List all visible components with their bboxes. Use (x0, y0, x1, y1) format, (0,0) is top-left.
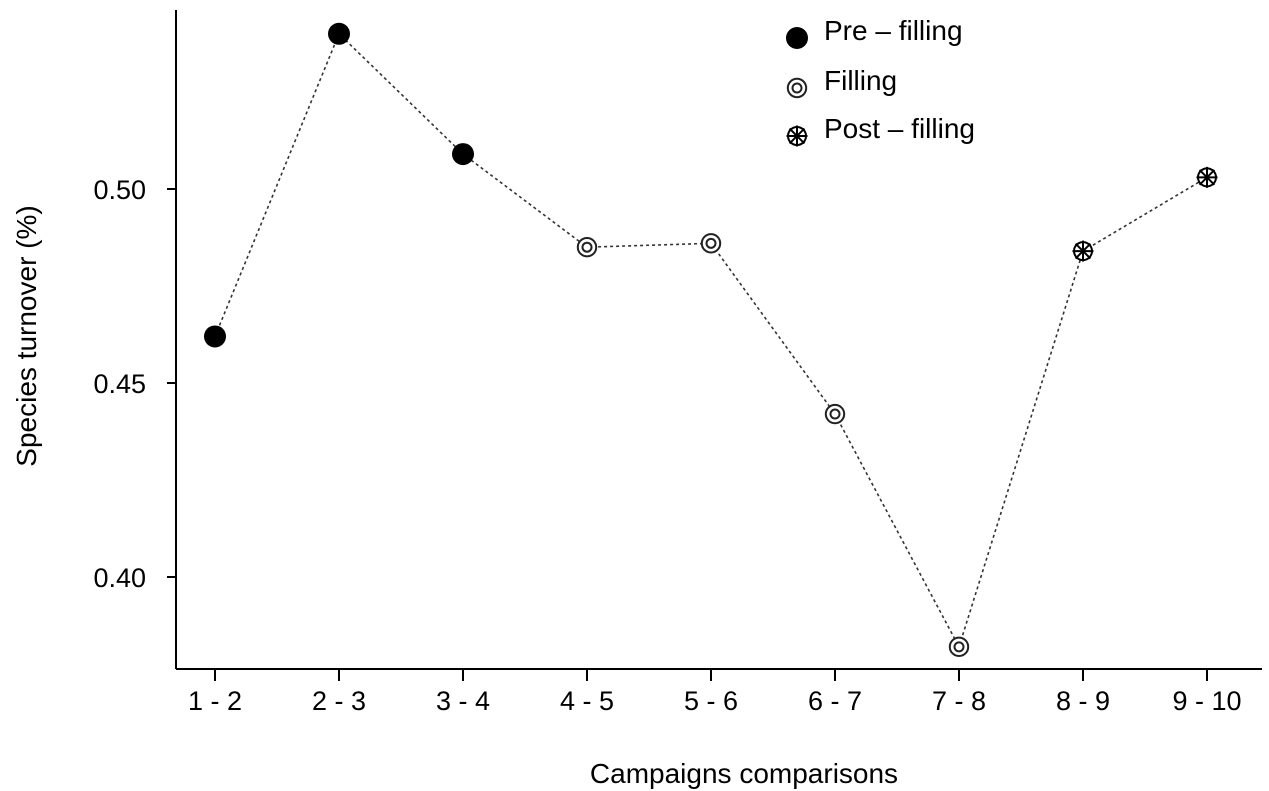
data-point-filling (700, 233, 722, 254)
y-tick-label: 0.45 (93, 369, 146, 399)
data-point-filling (824, 403, 846, 425)
legend: Pre – filling Filling Post – filling (786, 15, 975, 147)
x-tick-label: 7 - 8 (932, 686, 986, 716)
legend-label-post: Post – filling (824, 113, 975, 144)
y-tick-label: 0.50 (93, 175, 146, 205)
data-point-pre (452, 143, 474, 166)
data-point-pre (204, 325, 226, 348)
data-point-post (1072, 240, 1094, 262)
data-point-post (1196, 166, 1218, 188)
legend-label-filling: Filling (824, 65, 897, 96)
x-tick-label: 1 - 2 (188, 686, 242, 716)
x-tick-label: 3 - 4 (436, 686, 490, 716)
x-tick-label: 5 - 6 (684, 686, 738, 716)
x-tick-label: 4 - 5 (560, 686, 614, 716)
legend-marker-pre (786, 27, 808, 49)
y-axis-label: Species turnover (%) (11, 205, 42, 466)
y-ticks: 0.40 0.45 0.50 (93, 175, 176, 593)
x-tick-label: 9 - 10 (1172, 686, 1241, 716)
data-point-filling (948, 636, 970, 658)
legend-marker-filling (786, 77, 808, 99)
legend-marker-post (786, 125, 808, 147)
x-tick-label: 8 - 9 (1056, 686, 1110, 716)
x-tick-label: 2 - 3 (312, 686, 366, 716)
legend-label-pre: Pre – filling (824, 15, 963, 46)
y-tick-label: 0.40 (93, 563, 146, 593)
x-axis-label: Campaigns comparisons (590, 758, 898, 789)
data-point-filling (576, 237, 598, 258)
data-point-pre (328, 22, 350, 45)
series-connector-line (214, 32, 1208, 649)
data-points (204, 22, 1218, 658)
x-tick-label: 6 - 7 (808, 686, 862, 716)
axes (175, 10, 1262, 670)
x-ticks: 1 - 2 2 - 3 3 - 4 4 - 5 5 - 6 6 - 7 7 - 8 8 - 9… (188, 669, 1242, 716)
